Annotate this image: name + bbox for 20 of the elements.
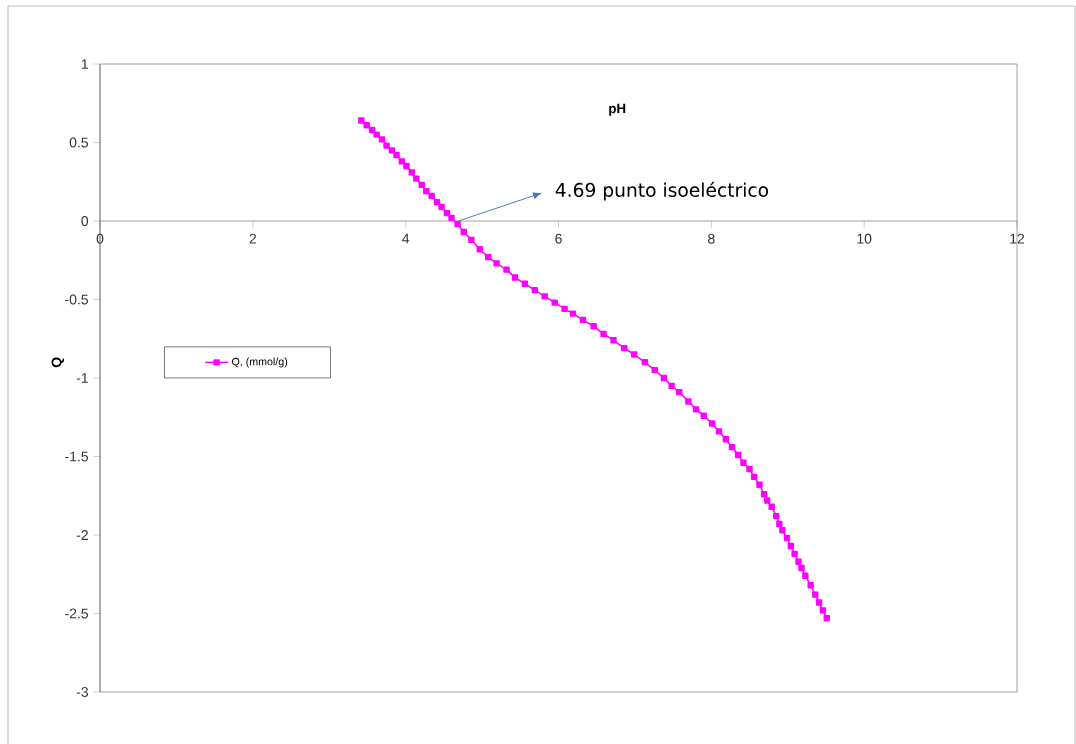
x-tick-label: 2 <box>249 233 257 244</box>
y-tick-label: 0.5 <box>69 137 89 148</box>
x-tick-label: 4 <box>402 233 410 244</box>
x-tick-label: 10 <box>857 233 872 244</box>
y-tick-label: -3 <box>76 687 89 697</box>
y-tick-label: 1 <box>81 59 88 69</box>
x-tick-label: 8 <box>708 233 715 244</box>
y-tick-label: -2 <box>76 530 88 540</box>
legend-label: Q, (mmol/g) <box>232 357 288 368</box>
y-tick-label: 0 <box>81 216 89 226</box>
annotation: 4.69 punto isoeléctrico <box>555 181 769 201</box>
x-tick-label: 6 <box>555 233 562 244</box>
y-tick-label: -1.5 <box>65 451 89 462</box>
y-tick-label: -2.5 <box>65 608 89 619</box>
x-tick-label: 0 <box>96 233 104 244</box>
y-tick-label: -1 <box>76 373 88 383</box>
y-axis-title: Q <box>51 357 65 368</box>
x-axis-title: pH <box>609 103 626 116</box>
x-tick-label: 12 <box>1010 233 1025 244</box>
y-tick-label: -0.5 <box>65 294 89 305</box>
